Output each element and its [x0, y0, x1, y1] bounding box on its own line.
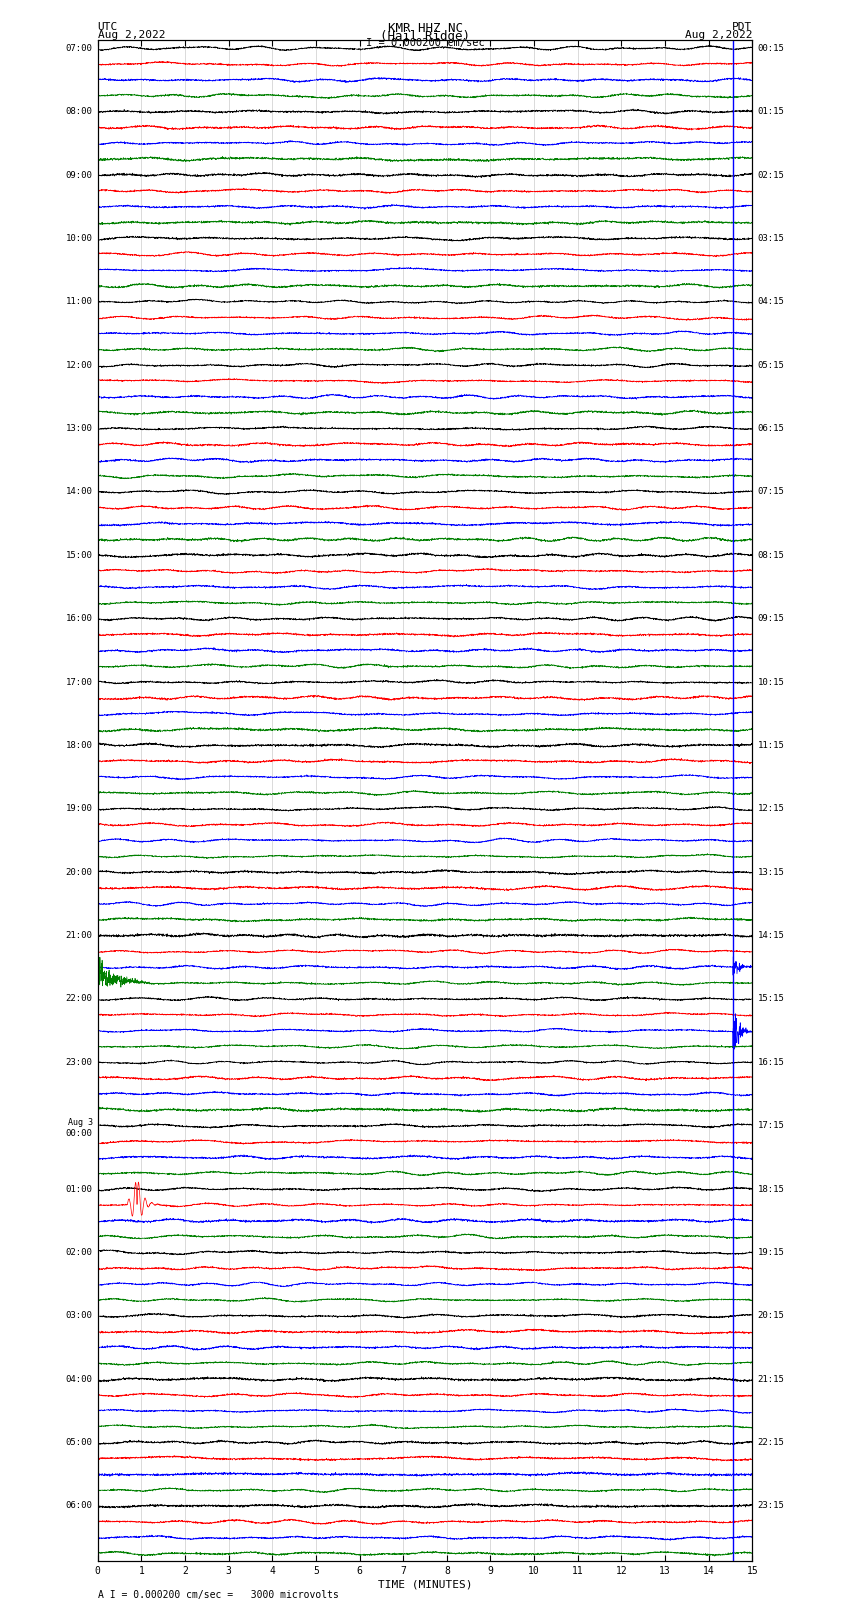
Text: 13:15: 13:15 [757, 868, 785, 876]
Text: 14:00: 14:00 [65, 487, 93, 497]
Text: 11:00: 11:00 [65, 297, 93, 306]
Text: 10:00: 10:00 [65, 234, 93, 244]
Text: 20:00: 20:00 [65, 868, 93, 876]
Text: 08:15: 08:15 [757, 550, 785, 560]
X-axis label: TIME (MINUTES): TIME (MINUTES) [377, 1579, 473, 1589]
Text: 19:15: 19:15 [757, 1248, 785, 1257]
Text: 04:15: 04:15 [757, 297, 785, 306]
Text: 12:00: 12:00 [65, 361, 93, 369]
Text: 19:00: 19:00 [65, 805, 93, 813]
Text: KMR HHZ NC: KMR HHZ NC [388, 23, 462, 35]
Text: 09:00: 09:00 [65, 171, 93, 179]
Text: 06:00: 06:00 [65, 1502, 93, 1510]
Text: 21:00: 21:00 [65, 931, 93, 940]
Text: 17:00: 17:00 [65, 677, 93, 687]
Text: I = 0.000200 cm/sec: I = 0.000200 cm/sec [366, 37, 484, 48]
Text: 16:00: 16:00 [65, 615, 93, 623]
Text: 15:15: 15:15 [757, 994, 785, 1003]
Text: 08:00: 08:00 [65, 106, 93, 116]
Text: 01:15: 01:15 [757, 106, 785, 116]
Text: 09:15: 09:15 [757, 615, 785, 623]
Text: 14:15: 14:15 [757, 931, 785, 940]
Text: PDT: PDT [732, 23, 752, 32]
Text: UTC: UTC [98, 23, 118, 32]
Text: 12:15: 12:15 [757, 805, 785, 813]
Text: 23:00: 23:00 [65, 1058, 93, 1066]
Text: 02:00: 02:00 [65, 1248, 93, 1257]
Text: A I = 0.000200 cm/sec =   3000 microvolts: A I = 0.000200 cm/sec = 3000 microvolts [98, 1590, 338, 1600]
Text: 16:15: 16:15 [757, 1058, 785, 1066]
Text: 00:00: 00:00 [65, 1129, 93, 1137]
Text: (Hail Ridge): (Hail Ridge) [380, 31, 470, 44]
Text: 03:00: 03:00 [65, 1311, 93, 1321]
Text: 01:00: 01:00 [65, 1184, 93, 1194]
Text: 20:15: 20:15 [757, 1311, 785, 1321]
Text: 11:15: 11:15 [757, 740, 785, 750]
Text: 15:00: 15:00 [65, 550, 93, 560]
Text: 18:00: 18:00 [65, 740, 93, 750]
Text: 18:15: 18:15 [757, 1184, 785, 1194]
Text: 17:15: 17:15 [757, 1121, 785, 1131]
Text: 05:15: 05:15 [757, 361, 785, 369]
Text: 07:00: 07:00 [65, 44, 93, 53]
Text: Aug 3: Aug 3 [67, 1118, 93, 1127]
Text: 22:15: 22:15 [757, 1439, 785, 1447]
Text: 04:00: 04:00 [65, 1374, 93, 1384]
Text: 03:15: 03:15 [757, 234, 785, 244]
Text: 05:00: 05:00 [65, 1439, 93, 1447]
Text: 07:15: 07:15 [757, 487, 785, 497]
Text: 00:15: 00:15 [757, 44, 785, 53]
Text: Aug 2,2022: Aug 2,2022 [685, 31, 752, 40]
Text: 13:00: 13:00 [65, 424, 93, 432]
Text: 23:15: 23:15 [757, 1502, 785, 1510]
Text: 06:15: 06:15 [757, 424, 785, 432]
Text: 10:15: 10:15 [757, 677, 785, 687]
Text: 02:15: 02:15 [757, 171, 785, 179]
Text: Aug 2,2022: Aug 2,2022 [98, 31, 165, 40]
Text: 21:15: 21:15 [757, 1374, 785, 1384]
Text: 22:00: 22:00 [65, 994, 93, 1003]
